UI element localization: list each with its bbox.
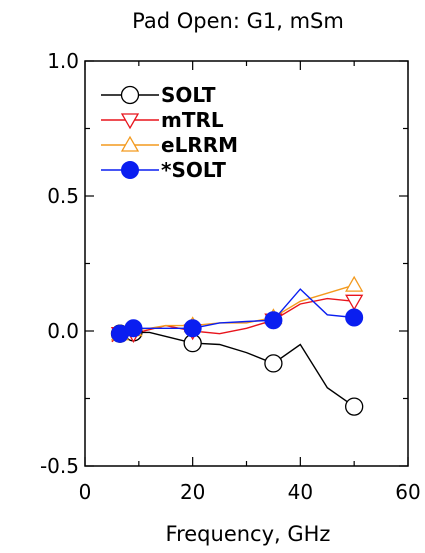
data-point-0: [264, 354, 283, 373]
y-tick-label: 0.0: [47, 319, 79, 343]
x-axis-label: Frequency, GHz: [166, 522, 331, 546]
x-tick-label: 40: [288, 480, 313, 504]
legend-marker: [120, 135, 140, 152]
x-tick-label: 60: [395, 480, 420, 504]
legend-label: *SOLT: [161, 158, 226, 182]
y-tick-label: 1.0: [47, 49, 79, 73]
data-point-3: [183, 319, 202, 338]
data-point-0: [345, 397, 364, 416]
data-point-2: [345, 275, 364, 292]
x-tick-label: 0: [79, 480, 92, 504]
y-tick-label: 0.5: [47, 184, 79, 208]
series-line-0: [111, 331, 355, 408]
legend-marker: [121, 161, 139, 179]
data-point-3: [124, 319, 143, 338]
data-point-1: [345, 294, 364, 311]
legend-label: eLRRM: [161, 133, 238, 157]
data-point-3: [264, 311, 283, 330]
data-point-3: [345, 308, 364, 327]
series-layer: [110, 275, 364, 416]
x-tick-label: 20: [180, 480, 205, 504]
legend-label: SOLT: [161, 83, 216, 107]
axes: 0 20 40 60 -0.5 0.0 0.5 1.0: [40, 49, 421, 504]
legend-marker: [120, 113, 140, 130]
y-tick-label: -0.5: [40, 454, 79, 478]
legend-label: mTRL: [161, 108, 224, 132]
chart-title: Pad Open: G1, mSm: [132, 9, 344, 33]
legend-marker: [120, 85, 140, 105]
